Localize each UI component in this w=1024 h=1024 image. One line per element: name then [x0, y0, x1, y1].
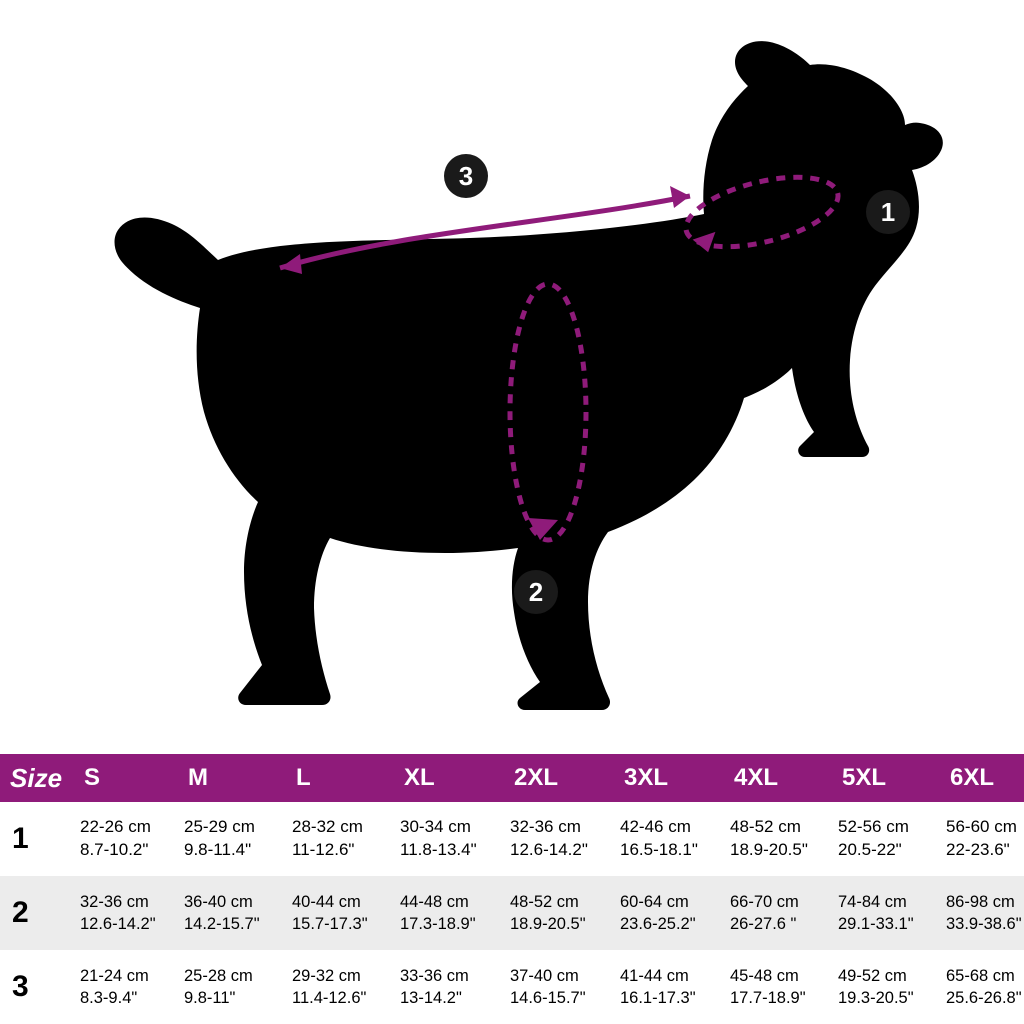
cell: 52-56 cm20.5-22" — [836, 802, 944, 876]
cell: 40-44 cm15.7-17.3" — [290, 876, 398, 950]
header-xl: XL — [398, 754, 508, 802]
header-6xl: 6XL — [944, 754, 1024, 802]
cell: 37-40 cm14.6-15.7" — [508, 950, 618, 1024]
header-2xl: 2XL — [508, 754, 618, 802]
table-header: Size S M L XL 2XL 3XL 4XL 5XL 6XL — [0, 754, 1024, 802]
row-label-2: 2 — [0, 876, 78, 950]
cell: 30-34 cm11.8-13.4" — [398, 802, 508, 876]
cell: 60-64 cm23.6-25.2" — [618, 876, 728, 950]
cell: 28-32 cm11-12.6" — [290, 802, 398, 876]
badge-1: 1 — [866, 190, 910, 234]
cell: 33-36 cm13-14.2" — [398, 950, 508, 1024]
header-l: L — [290, 754, 398, 802]
table-row: 3 21-24 cm8.3-9.4" 25-28 cm9.8-11" 29-32… — [0, 950, 1024, 1024]
table-row: 1 22-26 cm8.7-10.2" 25-29 cm9.8-11.4" 28… — [0, 802, 1024, 876]
header-5xl: 5XL — [836, 754, 944, 802]
cell: 32-36 cm12.6-14.2" — [78, 876, 182, 950]
row-label-3: 3 — [0, 950, 78, 1024]
sizing-table-wrap: Size S M L XL 2XL 3XL 4XL 5XL 6XL 1 22-2… — [0, 754, 1024, 1024]
cell: 22-26 cm8.7-10.2" — [78, 802, 182, 876]
badge-3: 3 — [444, 154, 488, 198]
cell: 42-46 cm16.5-18.1" — [618, 802, 728, 876]
cell: 66-70 cm26-27.6 " — [728, 876, 836, 950]
cell: 36-40 cm14.2-15.7" — [182, 876, 290, 950]
cell: 21-24 cm8.3-9.4" — [78, 950, 182, 1024]
cell: 86-98 cm33.9-38.6" — [944, 876, 1024, 950]
table-body: 1 22-26 cm8.7-10.2" 25-29 cm9.8-11.4" 28… — [0, 802, 1024, 1024]
cell: 74-84 cm29.1-33.1" — [836, 876, 944, 950]
cell: 49-52 cm19.3-20.5" — [836, 950, 944, 1024]
table-row: 2 32-36 cm12.6-14.2" 36-40 cm14.2-15.7" … — [0, 876, 1024, 950]
cell: 44-48 cm17.3-18.9" — [398, 876, 508, 950]
cell: 48-52 cm18.9-20.5" — [508, 876, 618, 950]
header-s: S — [78, 754, 182, 802]
dog-illustration — [0, 0, 1024, 750]
sizing-table: Size S M L XL 2XL 3XL 4XL 5XL 6XL 1 22-2… — [0, 754, 1024, 1024]
cell: 65-68 cm25.6-26.8" — [944, 950, 1024, 1024]
cell: 29-32 cm11.4-12.6" — [290, 950, 398, 1024]
cell: 45-48 cm17.7-18.9" — [728, 950, 836, 1024]
badge-2: 2 — [514, 570, 558, 614]
cell: 32-36 cm12.6-14.2" — [508, 802, 618, 876]
cell: 48-52 cm18.9-20.5" — [728, 802, 836, 876]
header-4xl: 4XL — [728, 754, 836, 802]
cell: 25-29 cm9.8-11.4" — [182, 802, 290, 876]
row-label-1: 1 — [0, 802, 78, 876]
cell: 56-60 cm22-23.6" — [944, 802, 1024, 876]
sizing-chart: 1 2 3 Size S M L XL 2XL 3XL 4XL — [0, 0, 1024, 1024]
cell: 41-44 cm16.1-17.3" — [618, 950, 728, 1024]
header-m: M — [182, 754, 290, 802]
header-3xl: 3XL — [618, 754, 728, 802]
header-size: Size — [0, 754, 78, 802]
cell: 25-28 cm9.8-11" — [182, 950, 290, 1024]
